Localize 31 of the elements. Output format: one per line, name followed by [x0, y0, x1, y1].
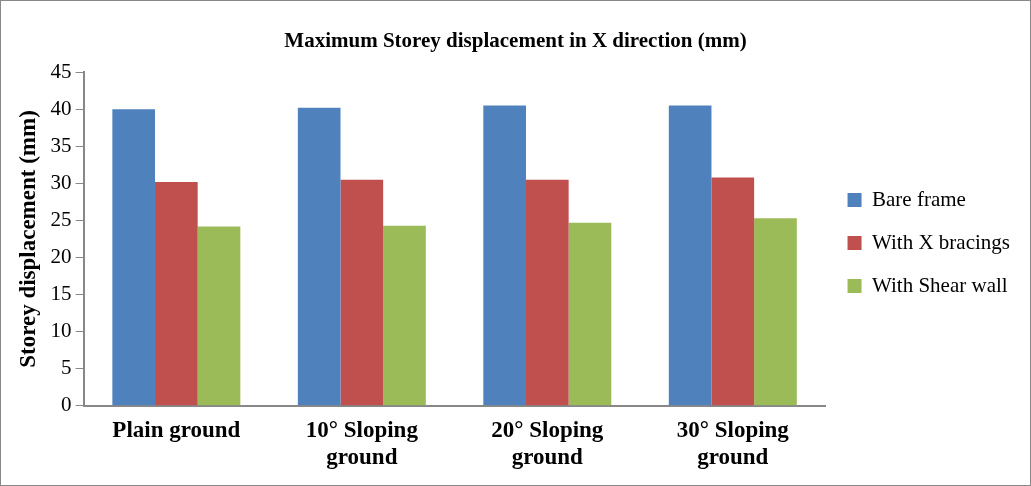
y-tick-label: 5 — [61, 355, 72, 380]
y-tick-label: 45 — [50, 58, 72, 83]
x-tick-label: 30° Sloping ground — [676, 416, 790, 470]
bar — [197, 226, 241, 406]
bar — [112, 109, 156, 406]
bar — [568, 222, 612, 406]
x-tick-label: 20° Sloping ground — [491, 416, 604, 470]
y-tick-label: 35 — [50, 132, 72, 157]
y-tick-label: 20 — [50, 244, 72, 269]
y-axis-title: Storey displacement (mm) — [14, 110, 40, 368]
y-tick-label: 40 — [50, 95, 72, 120]
x-tick-label: Plain ground — [112, 416, 241, 442]
legend-label: Bare frame — [872, 186, 966, 211]
y-tick-label: 0 — [61, 392, 72, 417]
legend-label: With X bracings — [872, 229, 1011, 254]
bar — [754, 218, 797, 406]
legend-label: With Shear wall — [872, 272, 1008, 297]
bar — [383, 225, 426, 406]
y-tick-label: 15 — [50, 281, 72, 306]
bar — [711, 177, 755, 406]
bar — [155, 181, 198, 406]
bar — [483, 105, 526, 406]
y-tick-label: 25 — [50, 206, 72, 231]
bar — [525, 179, 569, 406]
bar — [340, 179, 384, 406]
bar — [668, 105, 712, 406]
chart-title: Maximum Storey displacement in X direction (mm) — [284, 28, 747, 53]
y-tick-label: 30 — [50, 169, 72, 194]
y-tick-label: 10 — [50, 318, 72, 343]
bar — [297, 107, 341, 406]
x-tick-label: 10° Sloping ground — [305, 416, 419, 470]
